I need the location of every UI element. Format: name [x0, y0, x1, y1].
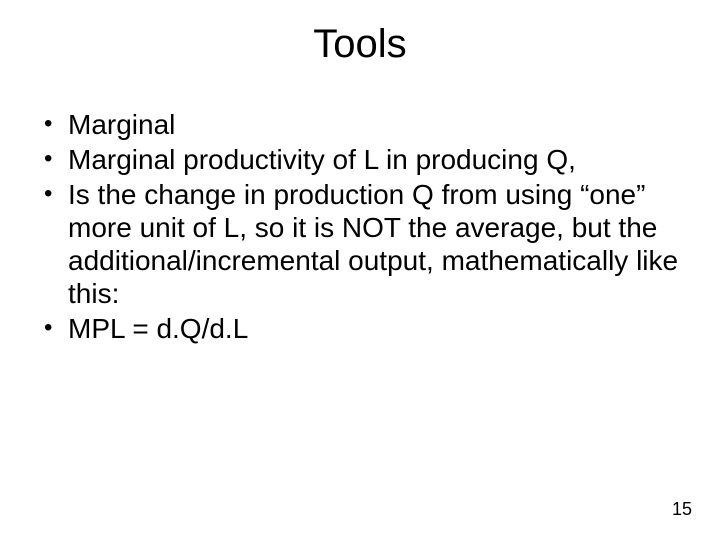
list-item: Is the change in production Q from using…: [40, 178, 680, 310]
list-item: Marginal productivity of L in producing …: [40, 143, 680, 176]
list-item: Marginal: [40, 108, 680, 141]
page-number: 15: [672, 499, 692, 520]
slide: Tools Marginal Marginal productivity of …: [0, 0, 720, 540]
slide-body: Marginal Marginal productivity of L in p…: [40, 108, 680, 347]
bullet-list: Marginal Marginal productivity of L in p…: [40, 108, 680, 345]
list-item: MPL = d.Q/d.L: [40, 312, 680, 345]
slide-title: Tools: [0, 22, 720, 67]
